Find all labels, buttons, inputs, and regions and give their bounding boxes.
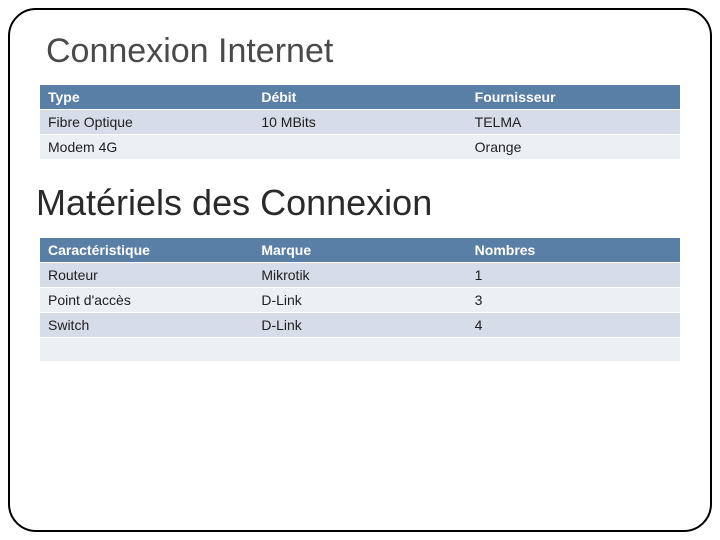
materiels-table: Caractéristique Marque Nombres Routeur M… bbox=[40, 238, 680, 362]
col-caracteristique: Caractéristique bbox=[40, 238, 253, 263]
table-row: Point d'accès D-Link 3 bbox=[40, 288, 680, 313]
cell bbox=[253, 338, 466, 362]
cell: 4 bbox=[467, 313, 680, 338]
cell: Orange bbox=[467, 135, 680, 160]
cell: D-Link bbox=[253, 313, 466, 338]
col-marque: Marque bbox=[253, 238, 466, 263]
cell: 3 bbox=[467, 288, 680, 313]
cell: Mikrotik bbox=[253, 263, 466, 288]
col-nombres: Nombres bbox=[467, 238, 680, 263]
cell: Modem 4G bbox=[40, 135, 253, 160]
cell bbox=[253, 135, 466, 160]
table-header-row: Type Débit Fournisseur bbox=[40, 85, 680, 110]
section2-title: Matériels des Connexion bbox=[36, 182, 680, 224]
cell: Switch bbox=[40, 313, 253, 338]
cell: 1 bbox=[467, 263, 680, 288]
table-row: Modem 4G Orange bbox=[40, 135, 680, 160]
col-fournisseur: Fournisseur bbox=[467, 85, 680, 110]
slide-frame: Connexion Internet Type Débit Fournisseu… bbox=[8, 8, 712, 532]
table-row: Fibre Optique 10 MBits TELMA bbox=[40, 110, 680, 135]
cell bbox=[40, 338, 253, 362]
cell bbox=[467, 338, 680, 362]
cell: 10 MBits bbox=[253, 110, 466, 135]
cell: Point d'accès bbox=[40, 288, 253, 313]
cell: Fibre Optique bbox=[40, 110, 253, 135]
cell: TELMA bbox=[467, 110, 680, 135]
col-debit: Débit bbox=[253, 85, 466, 110]
table-header-row: Caractéristique Marque Nombres bbox=[40, 238, 680, 263]
cell: Routeur bbox=[40, 263, 253, 288]
table-row bbox=[40, 338, 680, 362]
table-row: Routeur Mikrotik 1 bbox=[40, 263, 680, 288]
section1-title: Connexion Internet bbox=[46, 32, 680, 71]
cell: D-Link bbox=[253, 288, 466, 313]
col-type: Type bbox=[40, 85, 253, 110]
connexion-table: Type Débit Fournisseur Fibre Optique 10 … bbox=[40, 85, 680, 160]
table-row: Switch D-Link 4 bbox=[40, 313, 680, 338]
